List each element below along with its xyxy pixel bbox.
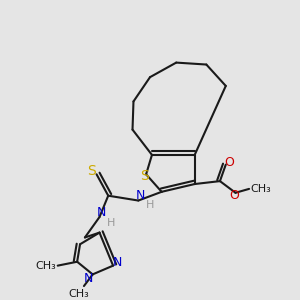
- Text: N: N: [112, 256, 122, 269]
- Text: N: N: [84, 272, 94, 285]
- Text: H: H: [107, 218, 115, 228]
- Text: O: O: [224, 156, 234, 169]
- Text: S: S: [140, 169, 148, 183]
- Text: CH₃: CH₃: [250, 184, 271, 194]
- Text: N: N: [136, 189, 145, 202]
- Text: H: H: [146, 200, 154, 210]
- Text: O: O: [230, 189, 239, 202]
- Text: CH₃: CH₃: [36, 261, 56, 271]
- Text: N: N: [97, 206, 106, 219]
- Text: CH₃: CH₃: [69, 289, 89, 299]
- Text: S: S: [87, 164, 96, 178]
